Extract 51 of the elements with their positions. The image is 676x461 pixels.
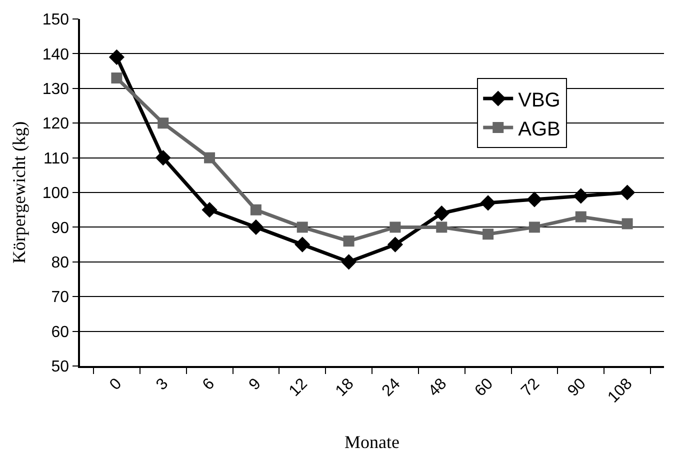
point bbox=[528, 222, 540, 233]
point bbox=[436, 222, 448, 233]
point bbox=[248, 219, 264, 235]
point bbox=[202, 202, 218, 218]
point bbox=[294, 236, 310, 252]
y-tick-label: 70 bbox=[51, 289, 70, 306]
point bbox=[390, 222, 401, 233]
x-tick-label: 3 bbox=[153, 375, 172, 394]
point bbox=[575, 211, 586, 222]
point bbox=[296, 222, 308, 233]
y-tick-label: 90 bbox=[51, 220, 70, 237]
point bbox=[155, 150, 171, 166]
point bbox=[573, 188, 589, 204]
x-tick-label: 9 bbox=[246, 375, 264, 394]
x-axis-title: Monate bbox=[344, 432, 400, 452]
legend-label: VBG bbox=[518, 89, 560, 112]
y-tick-label: 110 bbox=[44, 150, 70, 168]
point bbox=[250, 204, 262, 216]
point bbox=[204, 152, 216, 164]
point bbox=[620, 184, 636, 200]
x-tick-label: 90 bbox=[564, 375, 590, 400]
x-tick-label: 108 bbox=[604, 375, 636, 406]
point bbox=[482, 228, 494, 240]
y-tick-label: 50 bbox=[51, 358, 70, 376]
x-tick-label: 72 bbox=[518, 375, 544, 400]
legend-label: AGB bbox=[518, 118, 560, 140]
y-tick-label: 100 bbox=[42, 185, 70, 202]
y-tick-label: 130 bbox=[42, 81, 70, 98]
point bbox=[526, 192, 542, 208]
point bbox=[622, 218, 633, 230]
y-tick-label: 120 bbox=[42, 116, 70, 133]
point bbox=[387, 236, 404, 252]
point bbox=[108, 49, 124, 65]
x-tick-label: 18 bbox=[332, 375, 358, 400]
point bbox=[158, 118, 169, 129]
y-tick-label: 140 bbox=[42, 46, 70, 64]
y-tick-label: 150 bbox=[42, 12, 70, 29]
x-tick-label: 12 bbox=[286, 375, 311, 400]
y-tick-label: 60 bbox=[51, 324, 70, 341]
x-tick-label: 24 bbox=[379, 375, 404, 400]
x-tick-label: 6 bbox=[200, 375, 218, 394]
x-tick-label: 60 bbox=[472, 375, 497, 400]
point bbox=[111, 72, 122, 84]
y-axis-title: Körpergewicht (kg) bbox=[9, 121, 30, 264]
point bbox=[340, 254, 357, 270]
y-tick-label: 80 bbox=[51, 254, 70, 272]
x-tick-label: 48 bbox=[426, 375, 450, 400]
point bbox=[343, 236, 354, 247]
point bbox=[434, 206, 450, 222]
x-tick-label: 0 bbox=[106, 375, 126, 394]
point bbox=[480, 195, 496, 211]
